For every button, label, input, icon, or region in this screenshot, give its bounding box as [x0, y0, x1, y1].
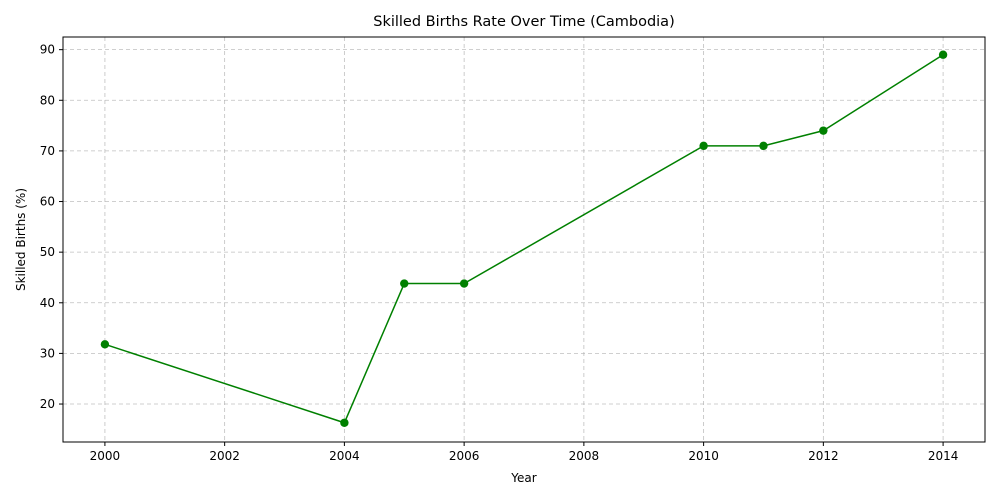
series-line [104, 54, 944, 424]
y-axis-label: Skilled Births (%) [14, 188, 28, 291]
data-point [759, 141, 768, 151]
axis-ticks: 2000 2002 2004 2006 2008 2010 2012 2014 20 30 40 50… [40, 43, 959, 463]
x-tick-label: 2002 [209, 449, 240, 463]
x-tick-label: 2008 [569, 449, 600, 463]
y-tick-label: 90 [40, 43, 55, 57]
y-tick-label: 30 [40, 346, 55, 360]
y-tick-label: 80 [40, 93, 55, 107]
series-layer [100, 50, 948, 427]
y-tick-label: 40 [40, 296, 55, 310]
x-axis-label: Year [510, 471, 536, 485]
data-point [400, 279, 409, 288]
x-tick-label: 2006 [449, 449, 480, 463]
data-point [459, 279, 469, 288]
x-tick-label: 2000 [90, 449, 121, 463]
y-tick-label: 20 [40, 397, 55, 411]
y-tick-label: 70 [40, 144, 55, 158]
data-point [938, 50, 948, 59]
plot-frame [62, 36, 986, 443]
y-tick-label: 50 [40, 245, 55, 259]
data-point [819, 126, 828, 135]
chart-title: Skilled Births Rate Over Time (Cambodia) [373, 14, 674, 30]
x-tick-label: 2004 [329, 449, 360, 463]
x-tick-label: 2012 [808, 449, 839, 463]
data-point [100, 340, 110, 349]
data-point [340, 418, 349, 427]
y-tick-label: 60 [40, 195, 55, 209]
x-tick-label: 2010 [688, 449, 719, 463]
x-tick-label: 2014 [928, 449, 959, 463]
grid-lines [63, 37, 985, 442]
data-point [699, 141, 708, 151]
